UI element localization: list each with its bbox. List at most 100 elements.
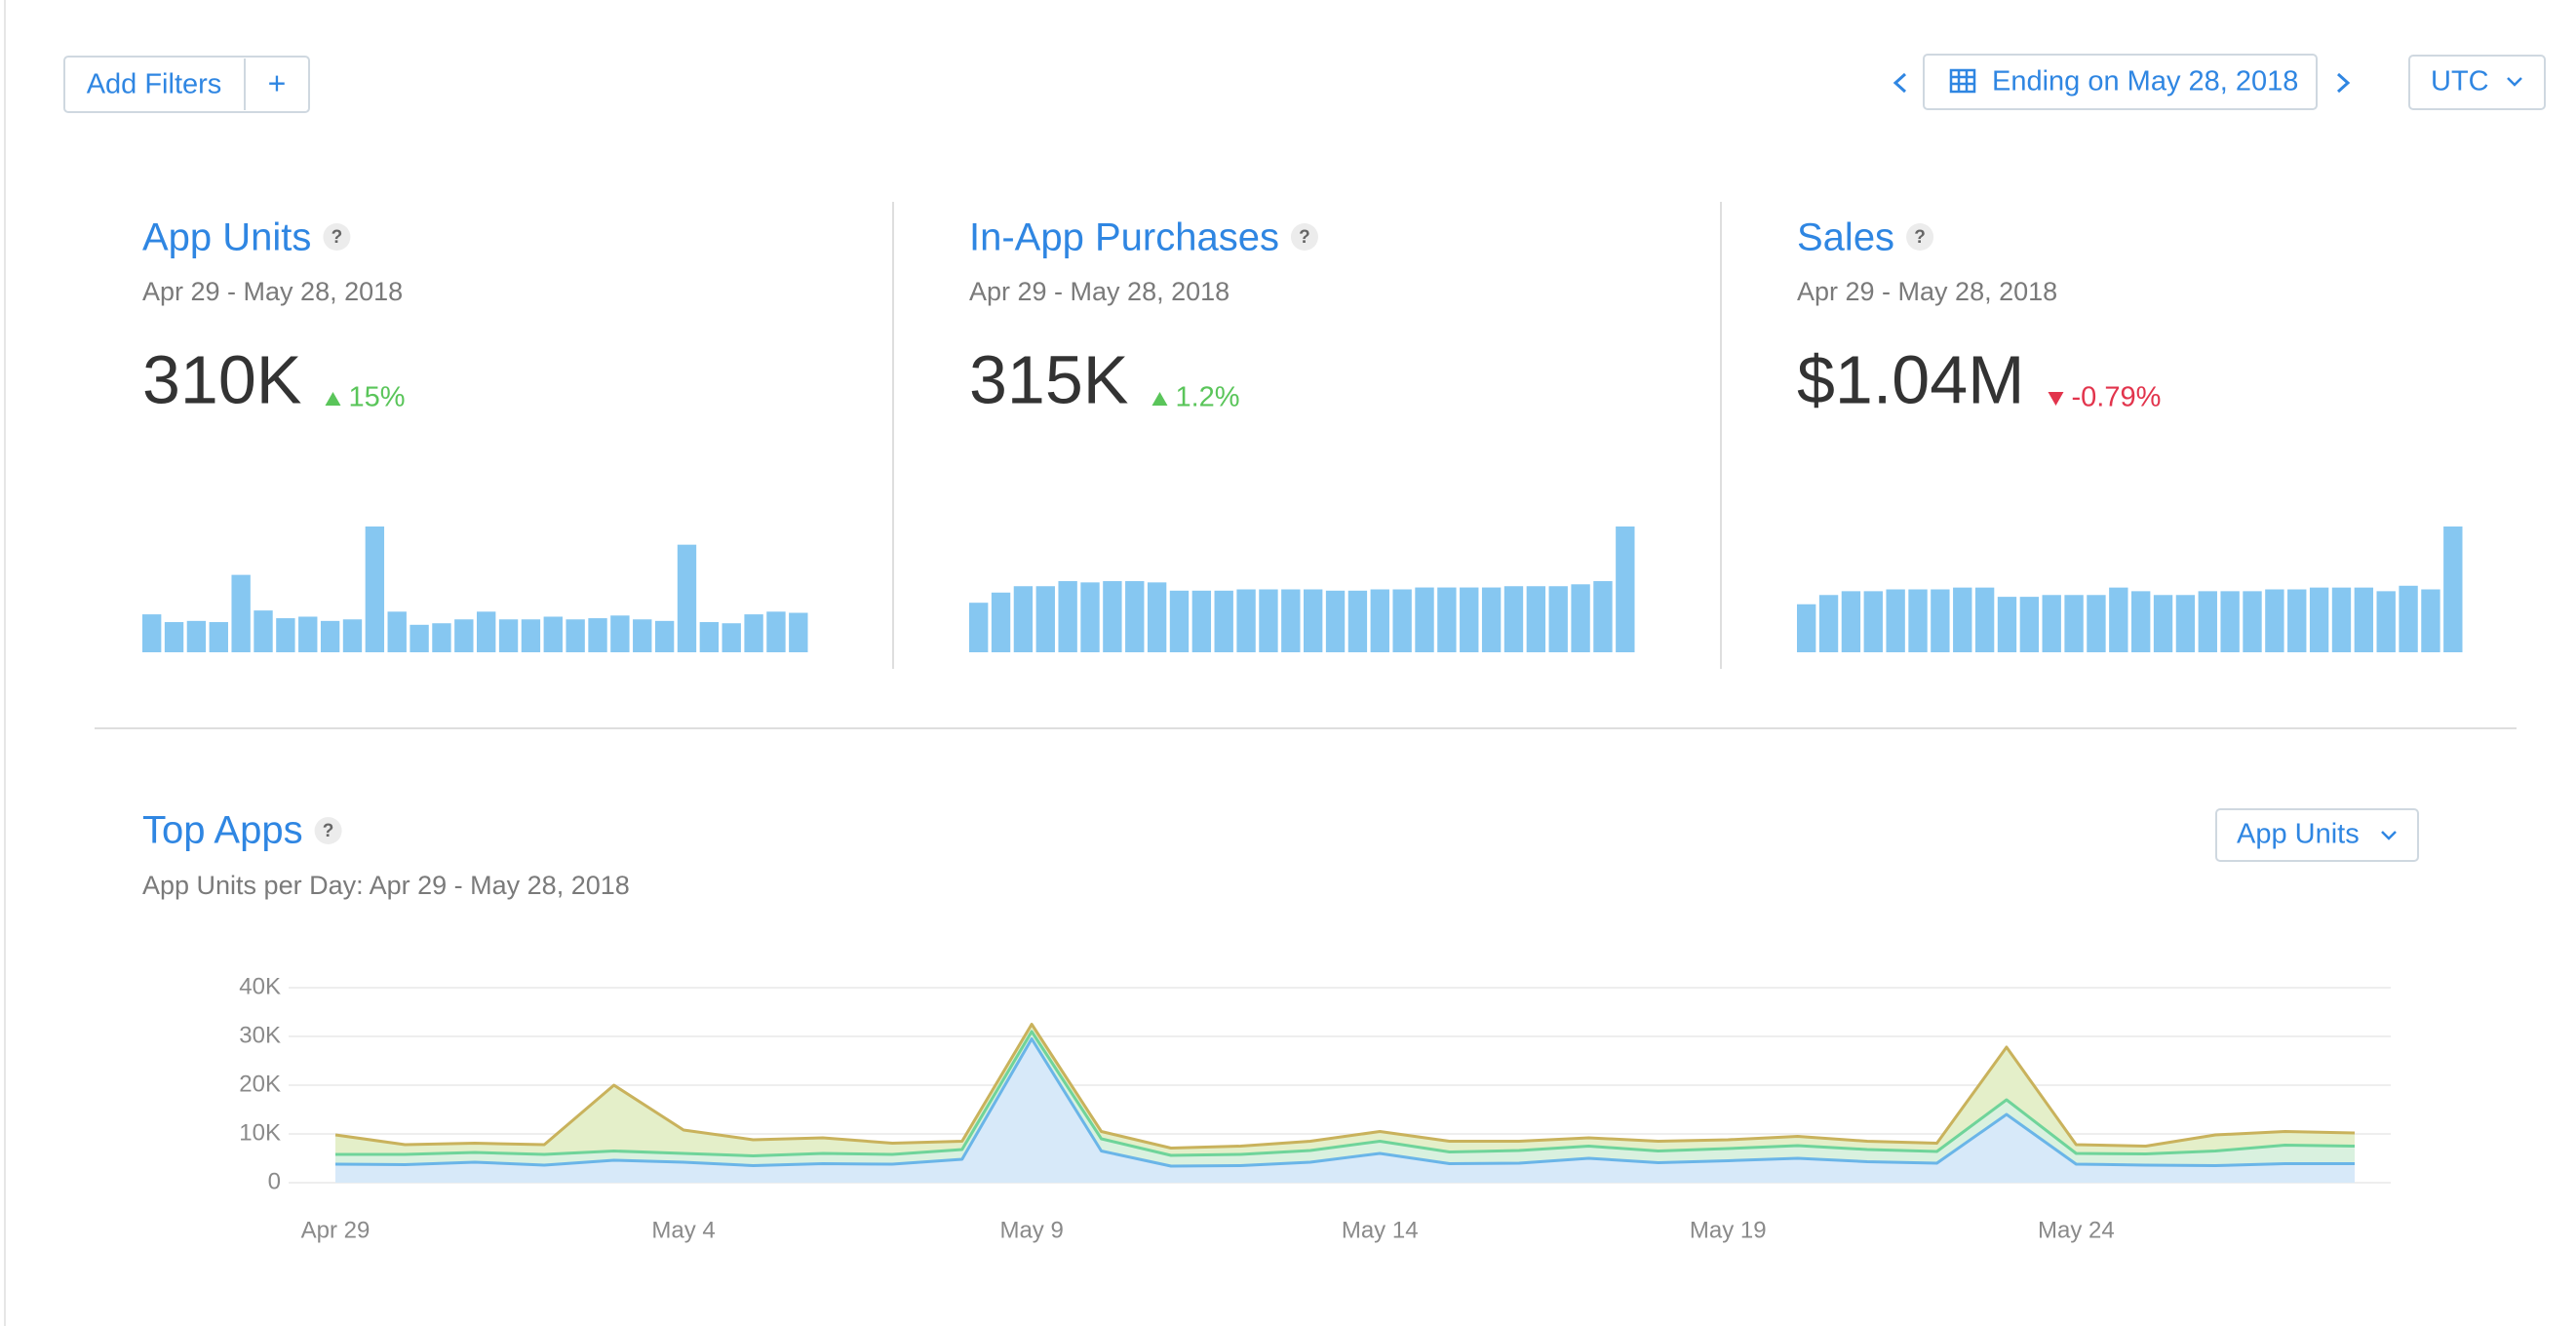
spark-bar xyxy=(1147,582,1167,652)
spark-bar xyxy=(1103,581,1122,652)
change-arrow xyxy=(1151,392,1168,406)
card-period: Apr 29 - May 28, 2018 xyxy=(969,277,1229,306)
add-icon: + xyxy=(268,65,287,100)
kpi-card: In-App Purchases ? Apr 29 - May 28, 2018 31… xyxy=(969,216,1635,652)
y-tick-label: 10K xyxy=(239,1119,281,1146)
spark-bar xyxy=(2309,587,2329,652)
spark-bar xyxy=(566,619,585,652)
area-line xyxy=(334,1037,2355,1168)
spark-bar xyxy=(1347,590,1368,652)
metric-select[interactable]: App Units xyxy=(2215,808,2419,862)
help-icon-bg xyxy=(314,817,342,844)
spark-bar xyxy=(2243,591,2262,652)
spark-bar xyxy=(1370,589,1389,652)
spark-bar xyxy=(2399,585,2418,652)
spark-bar xyxy=(1460,587,1479,652)
timezone-label: UTC xyxy=(2431,66,2489,98)
metric-label: App Units xyxy=(2237,819,2360,850)
button-frame xyxy=(1923,54,2318,110)
spark-bar xyxy=(2042,595,2061,652)
change-arrow xyxy=(2048,392,2064,406)
area-line xyxy=(334,1023,2356,1150)
timezone-select[interactable]: UTC xyxy=(2408,55,2546,110)
spark-bar xyxy=(1304,589,1323,652)
area-fill xyxy=(335,1038,2355,1183)
chart: 0 10K 20K 30K 40K Apr 29 May 4 May 9 May 14 May 1… xyxy=(239,973,2391,1243)
calendar-icon xyxy=(1949,68,1976,94)
spark-bar xyxy=(2131,591,2151,652)
button-frame xyxy=(2408,55,2546,110)
spark-bar xyxy=(2019,597,2040,652)
spark-bar xyxy=(1548,586,1568,652)
kpi-card: Sales ? Apr 29 - May 28, 2018 $1.04M -0.79% xyxy=(1797,216,2463,652)
spark-bar xyxy=(1035,586,1055,652)
add-filters-button[interactable]: Add Filters + xyxy=(63,56,310,113)
spark-bar xyxy=(2265,589,2284,652)
spark-bar xyxy=(142,614,162,652)
spark-bar xyxy=(365,526,385,652)
y-tick-label: 20K xyxy=(239,1071,281,1097)
kpi-cards: App Units ? Apr 29 - May 28, 2018 310K 15% In… xyxy=(142,216,2463,652)
card-value: 315K xyxy=(969,341,1128,417)
spark-bar xyxy=(1593,581,1613,652)
spark-bar xyxy=(991,592,1011,652)
spark-bar xyxy=(477,611,496,652)
dropdown-chevron xyxy=(2507,77,2522,87)
button-frame xyxy=(2215,808,2419,862)
spark-bar xyxy=(766,611,786,652)
section-title[interactable]: Top Apps xyxy=(142,809,303,852)
card-change: 15% xyxy=(348,382,405,413)
spark-bar xyxy=(1481,587,1502,652)
spark-bar xyxy=(1259,589,1278,652)
spark-bar xyxy=(1013,586,1034,652)
spark-bar xyxy=(588,618,607,652)
spark-bar xyxy=(1058,581,1077,652)
spark-bar xyxy=(186,620,207,652)
area-line xyxy=(335,1030,2356,1157)
spark-bar xyxy=(231,574,251,652)
help-icon: ? xyxy=(332,227,343,248)
spark-bar xyxy=(2175,595,2196,652)
card-value: $1.04M xyxy=(1797,341,2024,417)
spark-bar xyxy=(654,620,675,652)
spark-bar xyxy=(1392,589,1412,652)
spark-bar xyxy=(744,614,763,652)
spark-bar xyxy=(2109,587,2128,652)
card-title[interactable]: In-App Purchases xyxy=(969,216,1279,259)
prev-period[interactable] xyxy=(1893,72,1907,94)
spark-bar xyxy=(1080,582,1100,652)
card-period: Apr 29 - May 28, 2018 xyxy=(1797,277,2057,306)
next-period[interactable] xyxy=(2336,72,2351,94)
spark-bar xyxy=(1818,595,1839,652)
spark-bar xyxy=(2421,589,2440,652)
card-value: 310K xyxy=(142,341,301,417)
x-tick-label: May 14 xyxy=(1342,1217,1419,1243)
kpi-card: App Units ? Apr 29 - May 28, 2018 310K 15% xyxy=(142,216,808,652)
spark-bar xyxy=(677,544,697,652)
date-range-label: Ending on May 28, 2018 xyxy=(1992,66,2298,98)
spark-bar xyxy=(1125,581,1145,652)
date-range-button[interactable]: Ending on May 28, 2018 xyxy=(1923,54,2318,110)
card-title[interactable]: App Units xyxy=(142,216,311,259)
y-tick-label: 30K xyxy=(239,1022,281,1048)
spark-bar xyxy=(387,611,407,652)
card-title[interactable]: Sales xyxy=(1797,216,1894,259)
help-icon: ? xyxy=(1299,227,1310,248)
spark-bar xyxy=(2287,589,2307,652)
spark-bar xyxy=(498,619,519,652)
spark-bar xyxy=(320,620,340,652)
spark-bar xyxy=(2331,587,2352,652)
spark-bar xyxy=(1214,590,1233,652)
x-tick-label: May 19 xyxy=(1690,1217,1767,1243)
spark-bar xyxy=(521,619,541,652)
spark-bar xyxy=(2087,595,2106,652)
spark-bar xyxy=(610,615,630,652)
spark-bar xyxy=(410,624,429,652)
spark-bar xyxy=(543,616,563,652)
help-icon: ? xyxy=(323,821,334,841)
spark-bar xyxy=(164,622,184,652)
spark-bar xyxy=(209,622,228,652)
spark-bar xyxy=(1931,589,1950,652)
y-tick-label: 40K xyxy=(239,973,281,999)
